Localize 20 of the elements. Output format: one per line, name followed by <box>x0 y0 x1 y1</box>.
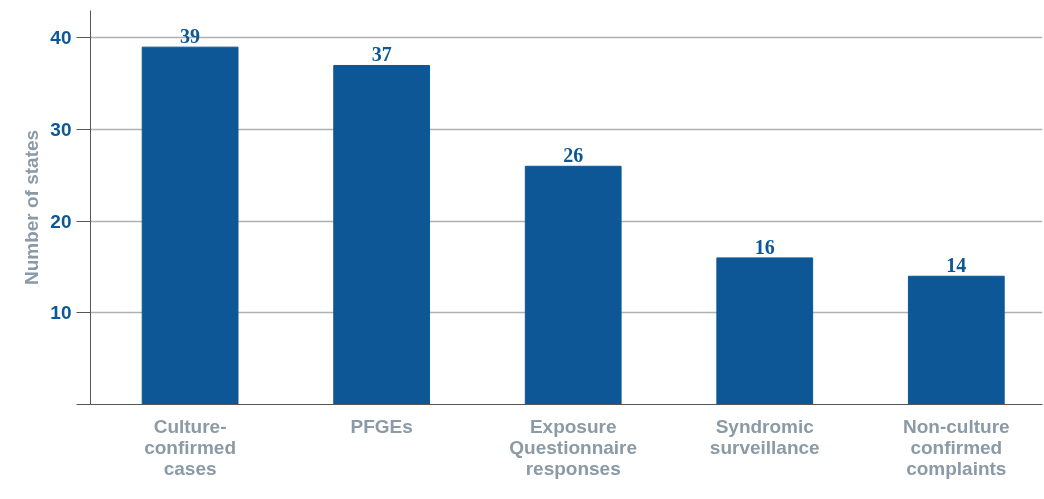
data-label: 26 <box>563 144 584 167</box>
x-tick-label: Syndromic surveillance <box>709 415 820 458</box>
data-label: 37 <box>371 43 392 66</box>
data-label: 16 <box>754 235 775 258</box>
bar <box>716 257 814 405</box>
bar <box>524 165 622 405</box>
y-tick-label: 30 <box>50 119 72 141</box>
bar <box>333 64 431 405</box>
x-tick-label: Exposure Questionnaire responses <box>509 415 638 479</box>
y-tick-label: 20 <box>50 210 72 232</box>
data-label: 39 <box>180 25 201 48</box>
y-axis-title: Number of states <box>21 129 43 286</box>
data-label: 14 <box>946 254 967 277</box>
bar <box>141 46 239 405</box>
x-tick-label: Culture- confirmed cases <box>144 415 237 479</box>
y-tick-label: 10 <box>50 302 72 324</box>
bar <box>907 275 1005 405</box>
x-tick-label: Non-culture confirmed complaints <box>903 415 1010 479</box>
y-tick-label: 40 <box>50 27 72 49</box>
x-tick-label: PFGEs <box>350 415 413 437</box>
